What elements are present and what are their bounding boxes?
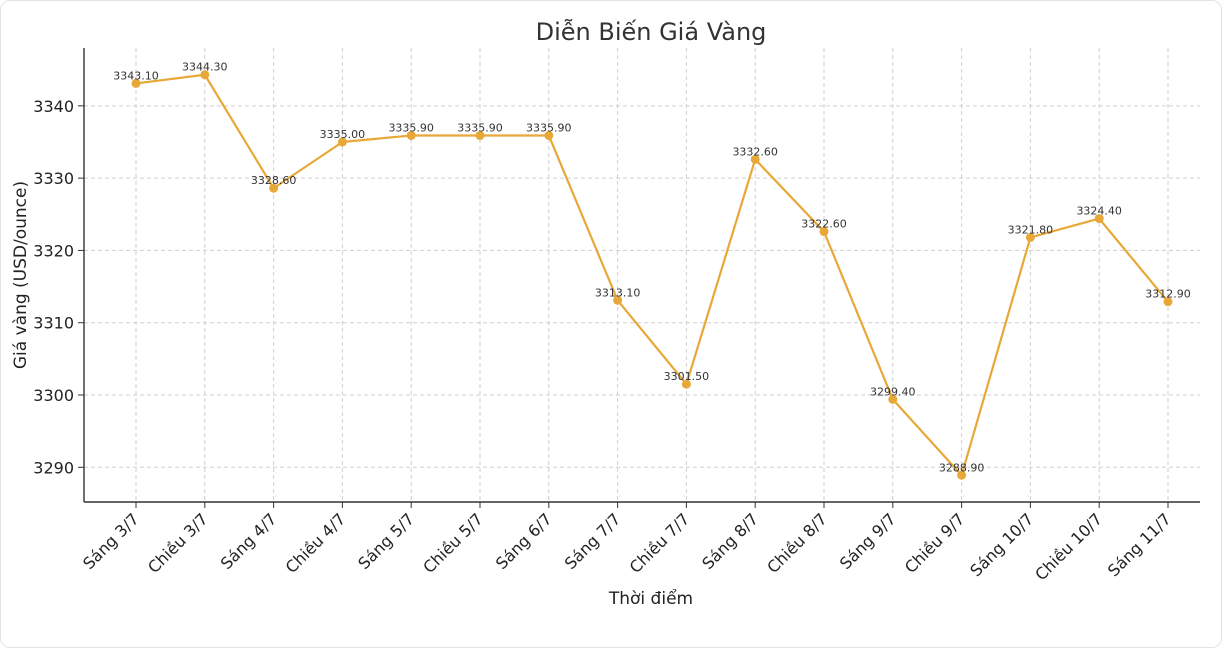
chart-title: Diễn Biến Giá Vàng: [536, 17, 767, 46]
data-point: [337, 137, 347, 147]
data-point: [819, 227, 829, 237]
x-tick-label: Chiều 7/7: [626, 509, 694, 577]
data-point: [1094, 214, 1104, 224]
data-labels: 3343.10 3344.30 3328.60 3335.00 3335.90 3335.…: [113, 61, 1191, 475]
x-tick-label: Chiều 10/7: [1031, 509, 1106, 584]
x-tick-label: Sáng 10/7: [966, 509, 1037, 580]
x-tick-label: Sáng 6/7: [492, 509, 556, 573]
x-tick-label: Chiều 5/7: [419, 509, 487, 577]
x-tick-label: Chiều 8/7: [763, 509, 831, 577]
data-label: 3335.90: [457, 121, 503, 134]
data-label: 3313.10: [595, 286, 641, 299]
series-line: [135, 73, 1169, 477]
y-axis-label: Giá vàng (USD/ounce): [11, 181, 31, 369]
x-tick-label: Sáng 7/7: [561, 509, 625, 573]
data-label: 3301.50: [664, 370, 710, 383]
x-axis-label: Thời điểm: [608, 588, 693, 609]
data-point: [613, 295, 623, 305]
data-label: 3321.80: [1008, 223, 1054, 236]
x-tick-label: Sáng 8/7: [698, 509, 762, 573]
x-tick-label: Sáng 5/7: [354, 509, 418, 573]
data-point: [888, 394, 898, 404]
data-label: 3343.10: [113, 69, 159, 82]
y-tick-label: 3300: [33, 386, 74, 405]
grid: [84, 48, 1200, 502]
y-tick-label: 3340: [33, 97, 74, 116]
data-point: [1025, 232, 1035, 242]
data-point: [406, 130, 416, 140]
x-ticks: Sáng 3/7 Chiều 3/7 Sáng 4/7 Chiều 4/7 Sáng 5…: [79, 502, 1175, 584]
data-point: [750, 154, 760, 164]
data-label: 3299.40: [870, 385, 916, 398]
data-point: [131, 78, 141, 88]
data-point: [957, 470, 967, 480]
data-point: [544, 130, 554, 140]
data-point: [681, 379, 691, 389]
y-tick-label: 3320: [33, 241, 74, 260]
x-tick-label: Chiều 4/7: [282, 509, 350, 577]
data-label: 3344.30: [182, 61, 228, 74]
data-label: 3335.00: [320, 128, 366, 141]
series-gold-price: [131, 70, 1173, 480]
x-tick-label: Sáng 9/7: [836, 509, 900, 573]
y-ticks: 3290 3300 3310 3320 3330 3340: [33, 97, 84, 477]
data-point: [269, 183, 279, 193]
data-point: [475, 130, 485, 140]
y-tick-label: 3330: [33, 169, 74, 188]
data-point: [1163, 297, 1173, 307]
x-tick-label: Sáng 11/7: [1104, 509, 1175, 580]
x-tick-label: Chiều 3/7: [144, 509, 212, 577]
y-tick-label: 3290: [33, 458, 74, 477]
x-tick-label: Sáng 4/7: [217, 509, 281, 573]
data-label: 3324.40: [1076, 205, 1122, 218]
data-label: 3328.60: [251, 174, 297, 187]
data-label: 3335.90: [388, 121, 434, 134]
data-label: 3312.90: [1145, 288, 1191, 301]
data-label: 3288.90: [939, 461, 985, 474]
data-label: 3332.60: [732, 145, 778, 158]
x-tick-label: Sáng 3/7: [79, 509, 143, 573]
y-tick-label: 3310: [33, 314, 74, 333]
data-point: [200, 70, 210, 80]
data-label: 3335.90: [526, 121, 572, 134]
x-tick-label: Chiều 9/7: [901, 509, 969, 577]
data-label: 3322.60: [801, 218, 847, 231]
